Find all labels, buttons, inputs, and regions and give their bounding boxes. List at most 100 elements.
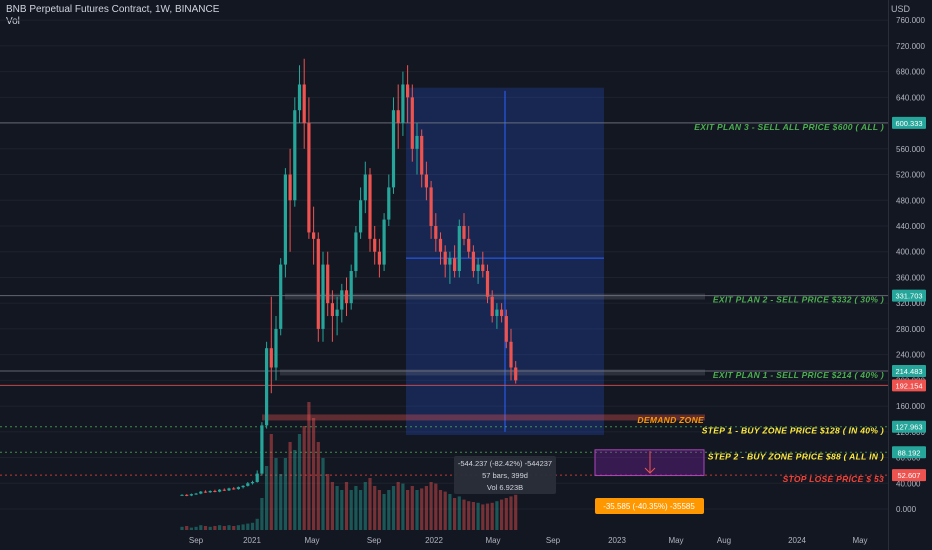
y-tick-label: 240.000	[896, 351, 925, 360]
volume-bar	[410, 486, 414, 530]
price-tag-bg	[892, 365, 926, 378]
volume-bar	[349, 490, 353, 530]
price-tag-bg	[892, 469, 926, 482]
x-tick-label: Sep	[189, 536, 204, 545]
candle-body	[288, 174, 292, 201]
y-tick-label: 280.000	[896, 325, 925, 334]
measure-text-line3: Vol 6.923B	[487, 483, 523, 492]
volume-bar	[232, 526, 236, 530]
candle-body	[363, 174, 367, 201]
y-tick-label: 360.000	[896, 273, 925, 282]
projection-label: -35.585 (-40.35%) -35585	[603, 502, 695, 511]
volume-bar	[335, 486, 339, 530]
candle-body	[227, 488, 231, 491]
candle-body	[420, 135, 424, 175]
price-tag: 88.192	[898, 448, 921, 457]
candle-body	[495, 309, 499, 317]
candle-body	[382, 219, 386, 265]
price-tag: 331.703	[895, 292, 922, 301]
volume-bar	[246, 523, 250, 530]
candle-body	[481, 264, 485, 272]
price-tag-bg	[892, 289, 926, 302]
y-tick-label: 640.000	[896, 93, 925, 102]
x-tick-label: 2022	[425, 536, 443, 545]
volume-bar	[509, 496, 513, 530]
candle-body	[354, 232, 358, 272]
volume-bar	[213, 526, 217, 530]
volume-bar	[180, 526, 184, 530]
x-tick-label: May	[485, 536, 500, 545]
price-tag: 127.963	[895, 423, 922, 432]
volume-bar	[274, 458, 278, 530]
volume-bar	[241, 524, 245, 530]
volume-bar	[283, 458, 287, 530]
candle-body	[504, 316, 508, 342]
volume-bar	[312, 418, 316, 530]
volume-bar	[387, 490, 391, 530]
volume-bar	[476, 502, 480, 530]
candle-body	[344, 290, 349, 304]
volume-bar	[462, 499, 466, 530]
volume-bar	[199, 525, 203, 530]
volume-bar	[443, 491, 447, 530]
volume-bar	[189, 527, 193, 530]
price-tag-bg	[892, 379, 926, 392]
candle-body	[203, 491, 208, 493]
volume-bar	[255, 518, 259, 530]
volume-bar	[481, 504, 485, 530]
price-tag-bg	[892, 116, 926, 129]
candle-body	[326, 264, 330, 304]
y-tick-label: 680.000	[896, 68, 925, 77]
volume-bar	[382, 494, 386, 530]
level-annotation: EXIT PLAN 1 - SELL PRICE $214 ( 40% )	[713, 370, 884, 380]
volume-bar	[504, 498, 508, 530]
y-tick-label: 480.000	[896, 196, 925, 205]
candle-body	[185, 494, 189, 496]
volume-bar	[236, 525, 240, 530]
candle-body	[373, 238, 377, 252]
candle-body	[509, 341, 513, 368]
volume-bar	[340, 490, 344, 530]
volume-bar	[373, 486, 377, 530]
candle-body	[199, 491, 203, 494]
x-tick-label: 2023	[608, 536, 626, 545]
x-tick-label: Sep	[546, 536, 561, 545]
volume-label: Vol	[6, 16, 20, 27]
candle-body	[312, 232, 316, 239]
volume-bar	[453, 498, 457, 530]
candle-body	[471, 251, 475, 272]
candle-body	[340, 290, 344, 310]
level-annotation: DEMAND ZONE	[637, 415, 704, 425]
price-tag: 214.483	[895, 367, 922, 376]
candle-body	[307, 123, 311, 233]
y-tick-label: 40.000	[896, 479, 921, 488]
volume-bar	[222, 526, 226, 530]
volume-bar	[208, 526, 212, 530]
level-annotation: EXIT PLAN 3 - SELL ALL PRICE $600 ( ALL …	[694, 122, 884, 132]
volume-bar	[514, 494, 518, 530]
volume-bar	[485, 503, 490, 530]
y-tick-label: 320.000	[896, 299, 925, 308]
volume-bar	[344, 482, 349, 530]
x-tick-label: May	[304, 536, 319, 545]
candle-body	[246, 483, 250, 486]
x-tick-label: May	[852, 536, 867, 545]
candle-body	[410, 97, 414, 149]
volume-bar	[363, 482, 367, 530]
level-annotation: STEP 1 - BUY ZONE PRICE $128 ( IN 40% )	[702, 426, 884, 436]
projection-label-bg	[595, 498, 704, 514]
level-annotation: STOP LOSE PRICE $ 53	[783, 474, 884, 484]
volume-bar	[321, 458, 325, 530]
volume-bar	[424, 486, 428, 530]
y-tick-label: 760.000	[896, 16, 925, 25]
price-tag-bg	[892, 446, 926, 459]
volume-bar	[467, 501, 471, 530]
candle-body	[208, 490, 212, 493]
volume-bar	[495, 501, 499, 530]
measure-tooltip-bg	[454, 456, 556, 494]
volume-bar	[406, 490, 410, 530]
volume-bar	[227, 525, 231, 530]
candle-body	[222, 489, 226, 491]
candle-body	[396, 110, 400, 124]
